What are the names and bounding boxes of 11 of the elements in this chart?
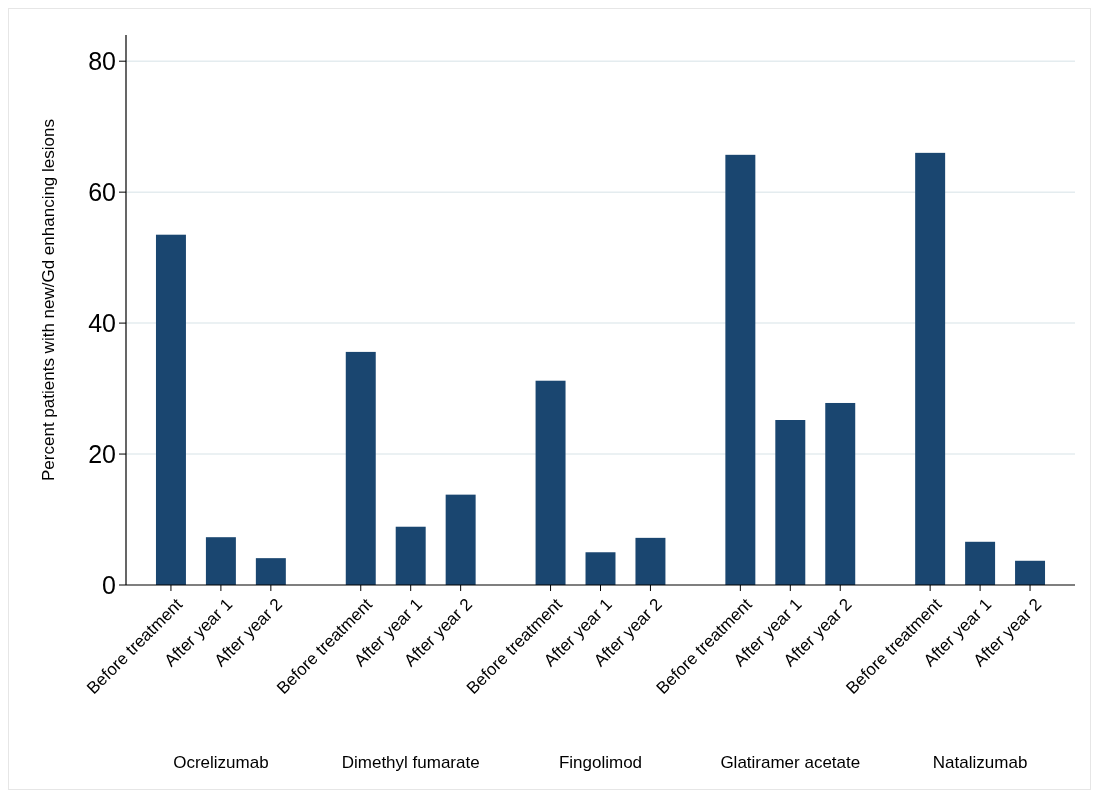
y-tick-label: 40	[88, 308, 116, 337]
text: Ocrelizumab	[173, 753, 269, 772]
text: Dimethyl fumarate	[341, 753, 480, 772]
y-tick-label: 20	[88, 439, 116, 468]
y-tick-label: 80	[88, 46, 116, 75]
y-tick-label: 60	[88, 177, 116, 206]
y-tick-label: 0	[102, 570, 116, 599]
text: Natalizumab	[932, 753, 1028, 772]
text: Glatiramer acetate	[720, 753, 861, 772]
y-axis-title: Percent patients with new/Gd enhancing lesions	[39, 119, 58, 481]
text: Fingolimod	[558, 753, 643, 772]
